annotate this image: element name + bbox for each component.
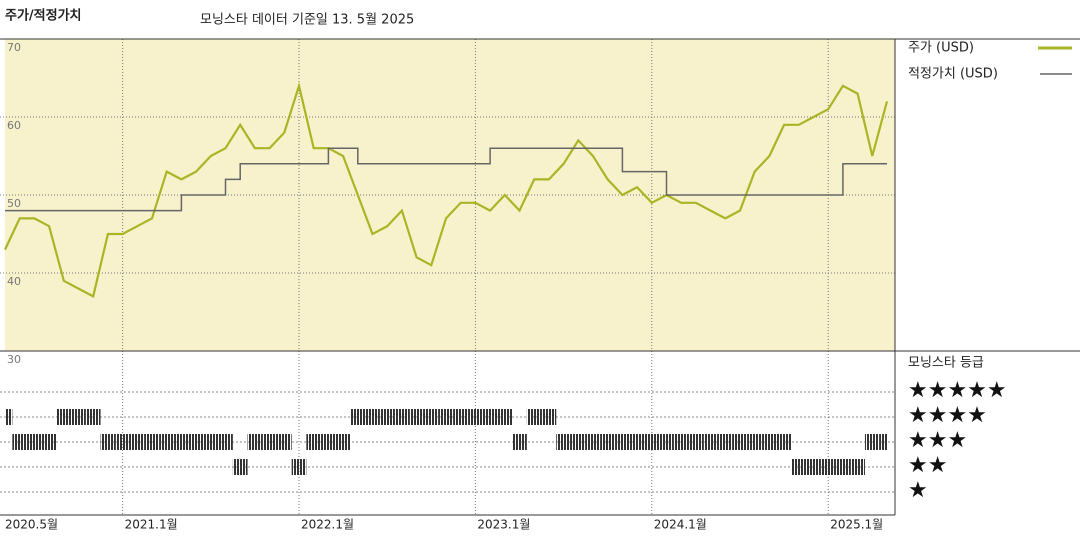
rating-bar xyxy=(276,434,292,450)
rating-bar xyxy=(659,434,674,450)
rating-legend-title: 모닝스타 등급 xyxy=(908,356,984,371)
rating-bar xyxy=(27,434,42,450)
rating-bar xyxy=(262,434,277,450)
rating-bar xyxy=(335,434,351,450)
rating-bar xyxy=(629,434,645,450)
rating-bar xyxy=(394,409,410,425)
rating-bar xyxy=(747,434,763,450)
rating-bar xyxy=(688,434,704,450)
rating-bar xyxy=(512,434,527,450)
rating-bar xyxy=(115,434,130,450)
x-tick-label: 2025.1월 xyxy=(830,518,883,532)
rating-bar xyxy=(762,434,777,450)
rating-legend-label: ★★★★★ xyxy=(908,378,1007,403)
y-tick-label: 30 xyxy=(7,353,21,366)
rating-bar xyxy=(453,409,469,425)
legend-label: 주가 (USD) xyxy=(908,41,974,56)
rating-bar xyxy=(144,434,160,450)
rating-bar xyxy=(541,409,557,425)
rating-bar xyxy=(100,434,116,450)
rating-bar xyxy=(820,459,836,475)
rating-bar xyxy=(850,459,865,475)
rating-bar xyxy=(585,434,601,450)
x-tick-label: 2024.1월 xyxy=(654,518,707,532)
rating-bar xyxy=(129,434,145,450)
rating-bar xyxy=(247,434,263,450)
rating-bar xyxy=(409,409,424,425)
rating-bar xyxy=(85,409,101,425)
legend-label: 적정가치 (USD) xyxy=(908,67,998,82)
rating-bar xyxy=(291,459,307,475)
rating-bar xyxy=(835,459,851,475)
rating-bar xyxy=(12,434,28,450)
chart-subtitle: 모닝스타 데이터 기준일 13. 5월 2025 xyxy=(200,13,414,28)
rating-bar xyxy=(203,434,219,450)
x-tick-label: 2023.1월 xyxy=(477,518,530,532)
rating-bar xyxy=(438,409,454,425)
rating-legend-label: ★★★★ xyxy=(908,403,987,428)
rating-bar xyxy=(864,434,880,450)
rating-bar xyxy=(365,409,380,425)
x-tick-label: 2020.5월 xyxy=(5,518,58,532)
rating-bar xyxy=(71,409,86,425)
rating-bar xyxy=(218,434,233,450)
y-tick-label: 60 xyxy=(7,119,21,132)
y-tick-label: 70 xyxy=(7,41,21,54)
rating-bar xyxy=(644,434,660,450)
rating-bar xyxy=(497,409,513,425)
y-tick-label: 50 xyxy=(7,197,21,210)
rating-bar xyxy=(468,409,483,425)
series-line xyxy=(5,147,887,212)
rating-bar xyxy=(776,434,792,450)
rating-bar xyxy=(526,409,542,425)
rating-legend-label: ★★★ xyxy=(908,428,967,453)
rating-bar xyxy=(556,434,571,450)
rating-bar xyxy=(159,434,175,450)
series-line xyxy=(4,81,889,299)
rating-bar xyxy=(350,409,366,425)
rating-bar xyxy=(732,434,748,450)
x-tick-label: 2021.1월 xyxy=(125,518,178,532)
rating-bar xyxy=(188,434,204,450)
rating-bar xyxy=(423,409,439,425)
rating-bar xyxy=(806,459,821,475)
rating-bar xyxy=(56,409,72,425)
rating-bar xyxy=(703,434,718,450)
rating-bar xyxy=(791,459,807,475)
rating-bar xyxy=(600,434,616,450)
rating-bar xyxy=(879,434,887,450)
rating-bar xyxy=(673,434,689,450)
rating-bar xyxy=(174,434,189,450)
rating-bar xyxy=(570,434,586,450)
rating-legend-label: ★★ xyxy=(908,453,947,478)
rating-bar xyxy=(482,409,498,425)
rating-legend-label: ★ xyxy=(908,478,928,503)
rating-bar xyxy=(5,409,13,425)
rating-bar xyxy=(306,434,322,450)
rating-bar xyxy=(321,434,336,450)
y-tick-label: 40 xyxy=(7,275,21,288)
chart-title: 주가/적정가치 xyxy=(5,8,82,24)
rating-bar xyxy=(232,459,248,475)
rating-bar xyxy=(615,434,630,450)
rating-bar xyxy=(717,434,733,450)
rating-bar xyxy=(41,434,57,450)
x-tick-label: 2022.1월 xyxy=(301,518,354,532)
rating-bar xyxy=(379,409,395,425)
